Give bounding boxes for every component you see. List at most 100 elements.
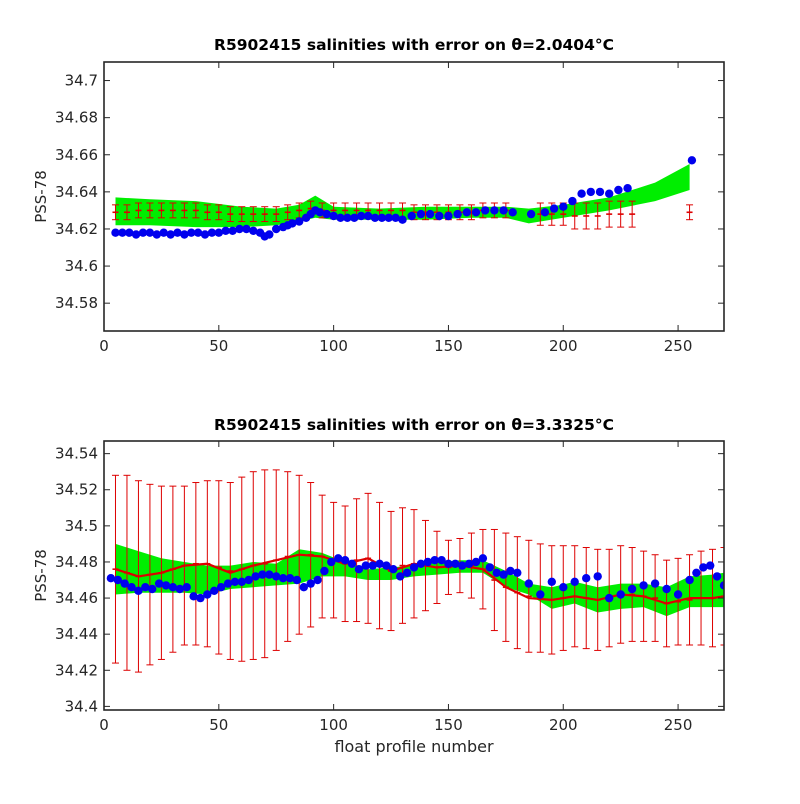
bottom-data-point (175, 584, 184, 594)
bottom-y-tick-label: 34.48 (55, 553, 98, 571)
top-data-point (481, 206, 490, 215)
top-data-point (508, 208, 517, 217)
bottom-data-point (593, 572, 602, 581)
bottom-data-point (272, 572, 281, 581)
top-y-tick-label: 34.66 (55, 146, 98, 164)
top-x-tick-label: 200 (549, 337, 578, 355)
bottom-data-point (499, 570, 508, 579)
bottom-error-bar (720, 547, 724, 646)
bottom-y-tick-label: 34.44 (55, 625, 98, 643)
bottom-data-point (127, 583, 136, 592)
top-data-point (605, 189, 614, 198)
bottom-chart-title: R5902415 salinities with error on θ=3.33… (214, 416, 614, 434)
top-data-point (586, 187, 595, 197)
bottom-data-point (265, 570, 274, 579)
bottom-data-point (327, 557, 336, 567)
top-x-tick-label: 150 (434, 337, 463, 355)
bottom-y-tick-label: 34.42 (55, 661, 98, 679)
bottom-y-tick-label: 34.4 (65, 697, 98, 715)
top-data-point (152, 230, 161, 239)
bottom-data-point (313, 575, 322, 585)
top-x-tick-label: 250 (664, 337, 693, 355)
bottom-data-point (627, 584, 637, 594)
bottom-data-point (285, 574, 295, 583)
bottom-data-point (382, 561, 391, 570)
bottom-data-point (113, 575, 123, 585)
top-data-point (623, 184, 632, 193)
bottom-data-point (368, 561, 377, 570)
bottom-data-point (278, 574, 288, 583)
top-data-point (377, 213, 387, 222)
bottom-data-point (409, 563, 419, 572)
bottom-data-point (536, 590, 545, 599)
bottom-data-point (182, 583, 191, 592)
bottom-data-point (354, 565, 364, 574)
bottom-data-point (375, 559, 384, 568)
top-data-point (173, 228, 182, 237)
bottom-data-point (451, 559, 460, 568)
top-data-point (166, 230, 175, 239)
top-tick-layer: 0 50 100 150 200 250 34.58 34.6 34.62 34.64 34.66 3… (55, 62, 724, 355)
top-data-point (435, 211, 444, 221)
bottom-series-group (106, 469, 724, 673)
top-data-point (242, 224, 251, 234)
top-data-point (687, 156, 697, 165)
bottom-data-point (230, 577, 240, 586)
top-data-point (398, 215, 407, 224)
bottom-data-point (347, 559, 357, 568)
top-data-point (407, 211, 416, 221)
bottom-data-point (673, 590, 683, 599)
bottom-data-point (223, 579, 233, 588)
top-data-point (425, 209, 435, 219)
top-axes-frame (103, 61, 725, 332)
top-x-tick-label: 50 (209, 337, 228, 355)
top-data-point (207, 228, 217, 237)
bottom-data-point (203, 590, 212, 599)
bottom-data-point (161, 581, 171, 590)
bottom-data-point (547, 577, 556, 586)
top-y-tick-label: 34.64 (55, 183, 98, 201)
bottom-data-point (712, 572, 722, 581)
top-data-point (350, 213, 359, 222)
bottom-y-tick-label: 34.5 (65, 517, 98, 535)
bottom-data-point (292, 575, 302, 585)
top-data-point (228, 226, 237, 235)
top-data-point (145, 228, 155, 237)
bottom-data-point (559, 583, 568, 592)
top-data-point (391, 213, 400, 222)
top-x-tick-label: 100 (319, 337, 348, 355)
bottom-data-point (416, 559, 426, 568)
top-data-point (370, 213, 380, 222)
bottom-data-point (582, 574, 591, 583)
bottom-data-point (141, 583, 150, 592)
bottom-data-point (423, 557, 432, 567)
top-data-point (159, 228, 168, 237)
top-data-point (214, 228, 223, 237)
bottom-data-point (616, 590, 625, 599)
bottom-x-tick-label: 200 (549, 716, 578, 734)
top-data-point (357, 211, 366, 221)
top-data-point (336, 213, 345, 222)
top-data-point (595, 187, 605, 197)
top-data-point (416, 209, 426, 219)
bottom-data-point (154, 579, 164, 588)
bottom-data-point (639, 581, 648, 590)
bottom-data-point (699, 563, 708, 572)
bottom-data-point (210, 586, 219, 595)
bottom-data-point (458, 561, 467, 570)
top-data-point (288, 219, 297, 228)
top-data-point (384, 213, 393, 222)
bottom-data-point (650, 579, 660, 588)
top-data-point (180, 230, 189, 239)
top-data-point (200, 230, 210, 239)
bottom-data-point (570, 577, 579, 586)
top-data-point (322, 209, 331, 219)
top-data-point (444, 211, 453, 221)
bottom-data-point (244, 575, 253, 585)
bottom-x-tick-label: 0 (99, 716, 109, 734)
bottom-data-point (258, 570, 267, 579)
bottom-tick-layer: 0 50 100 150 200 250 34.4 34.42 34.44 34.46 34.48 3… (55, 441, 724, 734)
bottom-data-point (168, 583, 178, 592)
top-data-point (118, 228, 127, 237)
